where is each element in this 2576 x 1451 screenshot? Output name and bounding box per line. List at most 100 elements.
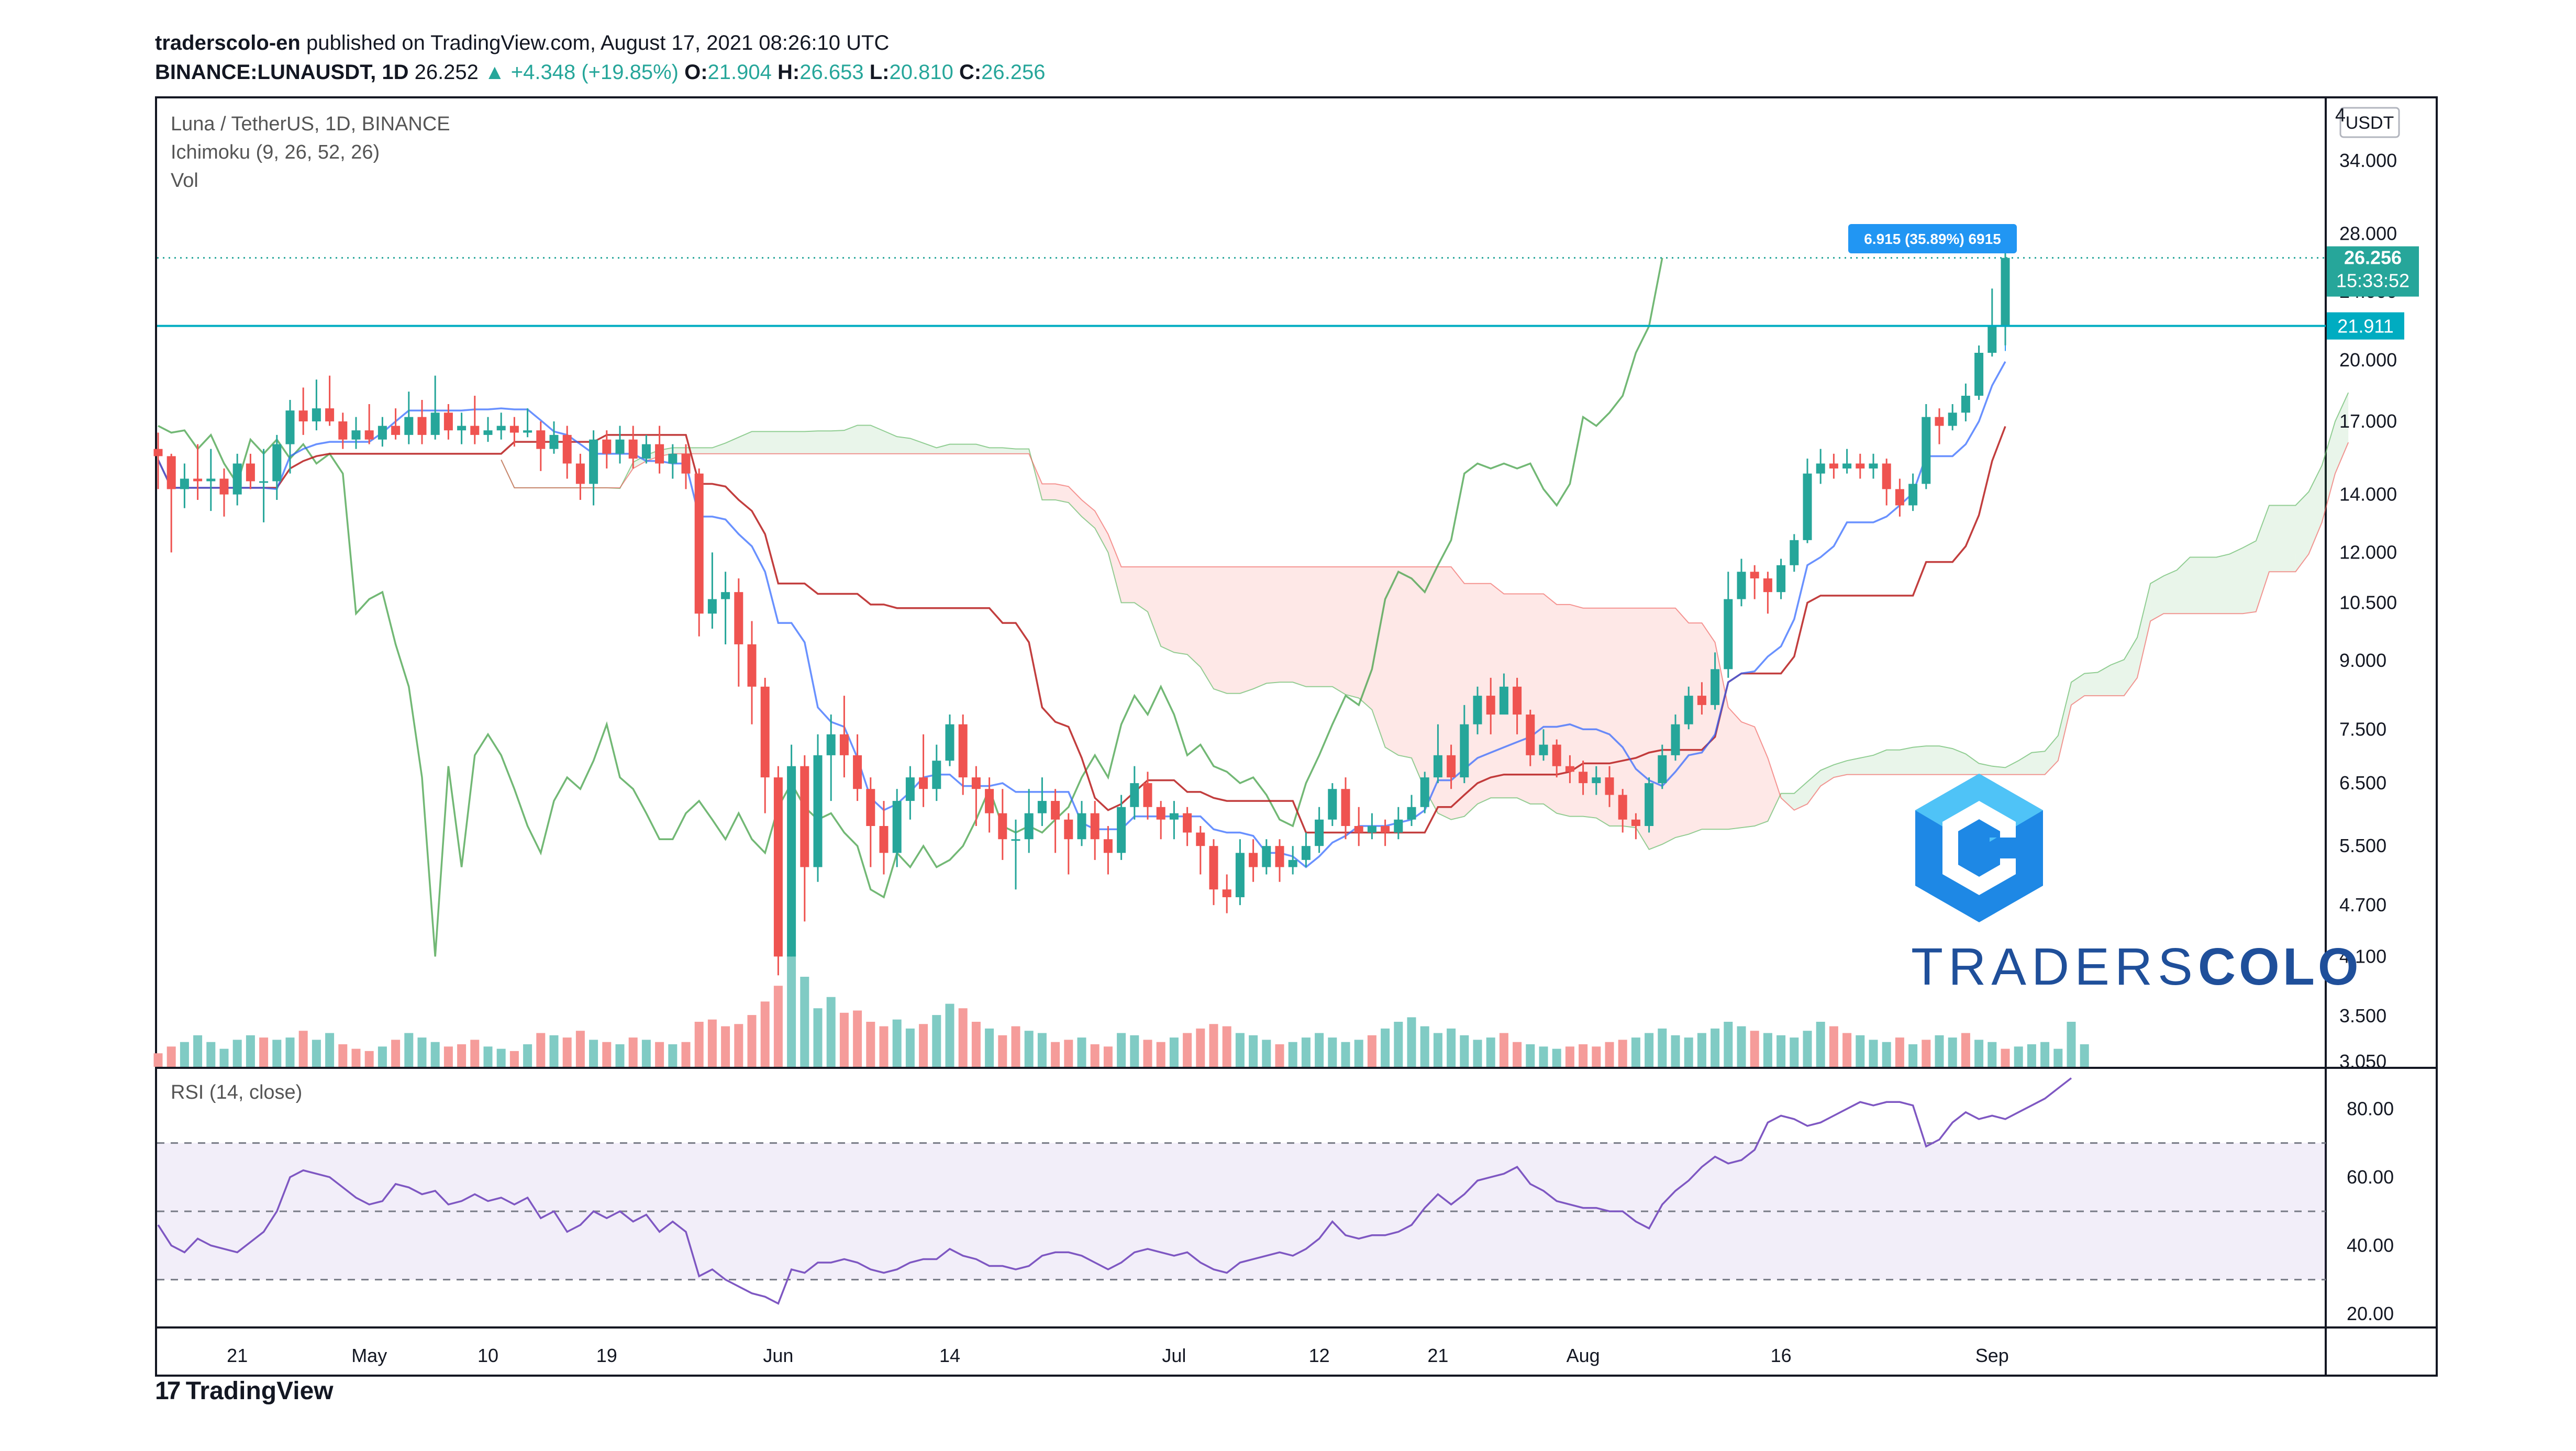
volume-bar [919, 1024, 928, 1067]
cloud-segment [1174, 566, 1187, 655]
volume-bar [1737, 1026, 1746, 1067]
candle-body [602, 439, 612, 454]
volume-bar [1499, 1033, 1508, 1067]
publisher-name[interactable]: traderscolo-en [155, 31, 301, 54]
candle-body [1526, 715, 1535, 755]
tradingview-footer[interactable]: 17 TradingView [155, 1377, 334, 1405]
cloud-segment [1966, 754, 1979, 775]
volume-bar [734, 1024, 743, 1067]
volume-bar [1328, 1037, 1337, 1067]
candle-body [1724, 599, 1733, 669]
candle [1354, 807, 1363, 846]
candle-body [1262, 846, 1271, 867]
candle [668, 444, 678, 479]
candle-body [1565, 766, 1574, 772]
candle [655, 426, 664, 474]
volume-bar [615, 1044, 625, 1067]
ichimoku-label[interactable]: Ichimoku (9, 26, 52, 26) [171, 141, 380, 163]
volume-bar [2027, 1044, 2036, 1067]
cloud-segment [1346, 566, 1359, 698]
candle-body [232, 463, 242, 495]
candle-body [1381, 826, 1390, 833]
cloud-segment [1319, 566, 1333, 687]
candle-body [1077, 813, 1086, 840]
candle [945, 715, 954, 766]
candle-body [1447, 755, 1456, 778]
candle [1209, 839, 1218, 906]
cloud-segment [1662, 608, 1675, 844]
time-axis[interactable]: 21 May 10 19 Jun 14 Jul 12 21 Aug 16 Sep [227, 1345, 2009, 1366]
volume-bar [1301, 1037, 1311, 1067]
cloud-segment [2216, 554, 2230, 614]
candle [1987, 288, 1997, 357]
time-tick: 19 [596, 1345, 617, 1366]
price-axis[interactable]: 34.00028.00024.00020.00017.00014.00012.0… [2339, 150, 2397, 1026]
volume-bar [932, 1015, 941, 1067]
rsi-legend: RSI (14, close) [171, 1078, 302, 1107]
cloud-segment [1240, 566, 1253, 694]
cloud-segment [1807, 770, 1821, 804]
volume-bar [1842, 1033, 1852, 1067]
candle [1592, 766, 1601, 795]
cloud-segment [2282, 505, 2296, 572]
rsi-tick: 80.00 [2347, 1098, 2394, 1119]
candle [1341, 777, 1350, 840]
vol-label[interactable]: Vol [171, 170, 198, 192]
currency-badge[interactable]: USDT [2339, 107, 2400, 138]
high-value: 26.653 [800, 61, 864, 84]
cloud-segment [1900, 747, 1913, 775]
candle-body [1367, 826, 1376, 833]
volume-bar [1130, 1035, 1139, 1067]
volume-bar [483, 1046, 493, 1067]
candle [1618, 789, 1627, 833]
candle-body [1301, 846, 1311, 860]
volume-bar [364, 1051, 374, 1067]
candle-body [1697, 696, 1706, 705]
candle [641, 434, 651, 464]
volume-bar [496, 1048, 506, 1067]
cloud-segment [1187, 566, 1201, 667]
candle-body [377, 426, 387, 440]
candlesticks[interactable] [153, 252, 2010, 976]
cloud-segment [1121, 566, 1135, 603]
price-tick: 10.500 [2339, 591, 2397, 613]
volume-bar [1711, 1028, 1720, 1067]
volume-bar [1948, 1037, 1957, 1067]
candle [430, 375, 440, 440]
symbol-name[interactable]: BINANCE:LUNAUSDT, 1D [155, 61, 409, 84]
candle [958, 715, 968, 795]
volume-bar [787, 954, 796, 1067]
indicator-legend: Luna / TetherUS, 1D, BINANCE Ichimoku (9… [171, 110, 450, 195]
volume-bar [1579, 1044, 1588, 1067]
volume-bar [694, 1022, 704, 1067]
cloud-segment [1689, 623, 1702, 834]
candle-body [193, 478, 203, 482]
volume-bar [1631, 1037, 1640, 1067]
candle [1935, 408, 1944, 444]
rsi-axis[interactable]: 80.00 60.00 40.00 20.00 [2347, 1098, 2394, 1324]
candle [246, 453, 255, 489]
volume-bar [1051, 1042, 1060, 1067]
volume-bar [945, 1003, 954, 1067]
candle-body [351, 430, 361, 440]
candle-body [773, 777, 783, 957]
candle [1737, 559, 1746, 607]
volume-bar [549, 1035, 559, 1067]
measure-tool[interactable]: 6.915 (35.89%) 6915 [1848, 224, 2017, 253]
cloud-segment [1068, 486, 1082, 517]
pair-label[interactable]: Luna / TetherUS, 1D, BINANCE [171, 113, 450, 135]
cloud-segment [2269, 505, 2283, 572]
rsi-label[interactable]: RSI (14, close) [171, 1081, 303, 1103]
volume-bar [1922, 1040, 1931, 1067]
volume-bar [325, 1033, 335, 1067]
candle [312, 380, 321, 431]
volume-bar [892, 1019, 902, 1067]
candle [1565, 755, 1574, 784]
last-price-value: 26.256 [2344, 247, 2402, 269]
candle-body [1011, 839, 1020, 841]
publish-info: traderscolo-en published on TradingView.… [155, 31, 889, 55]
volume-bar [1407, 1017, 1416, 1067]
chart-frame [155, 96, 2438, 1377]
time-tick: 12 [1309, 1345, 1330, 1366]
